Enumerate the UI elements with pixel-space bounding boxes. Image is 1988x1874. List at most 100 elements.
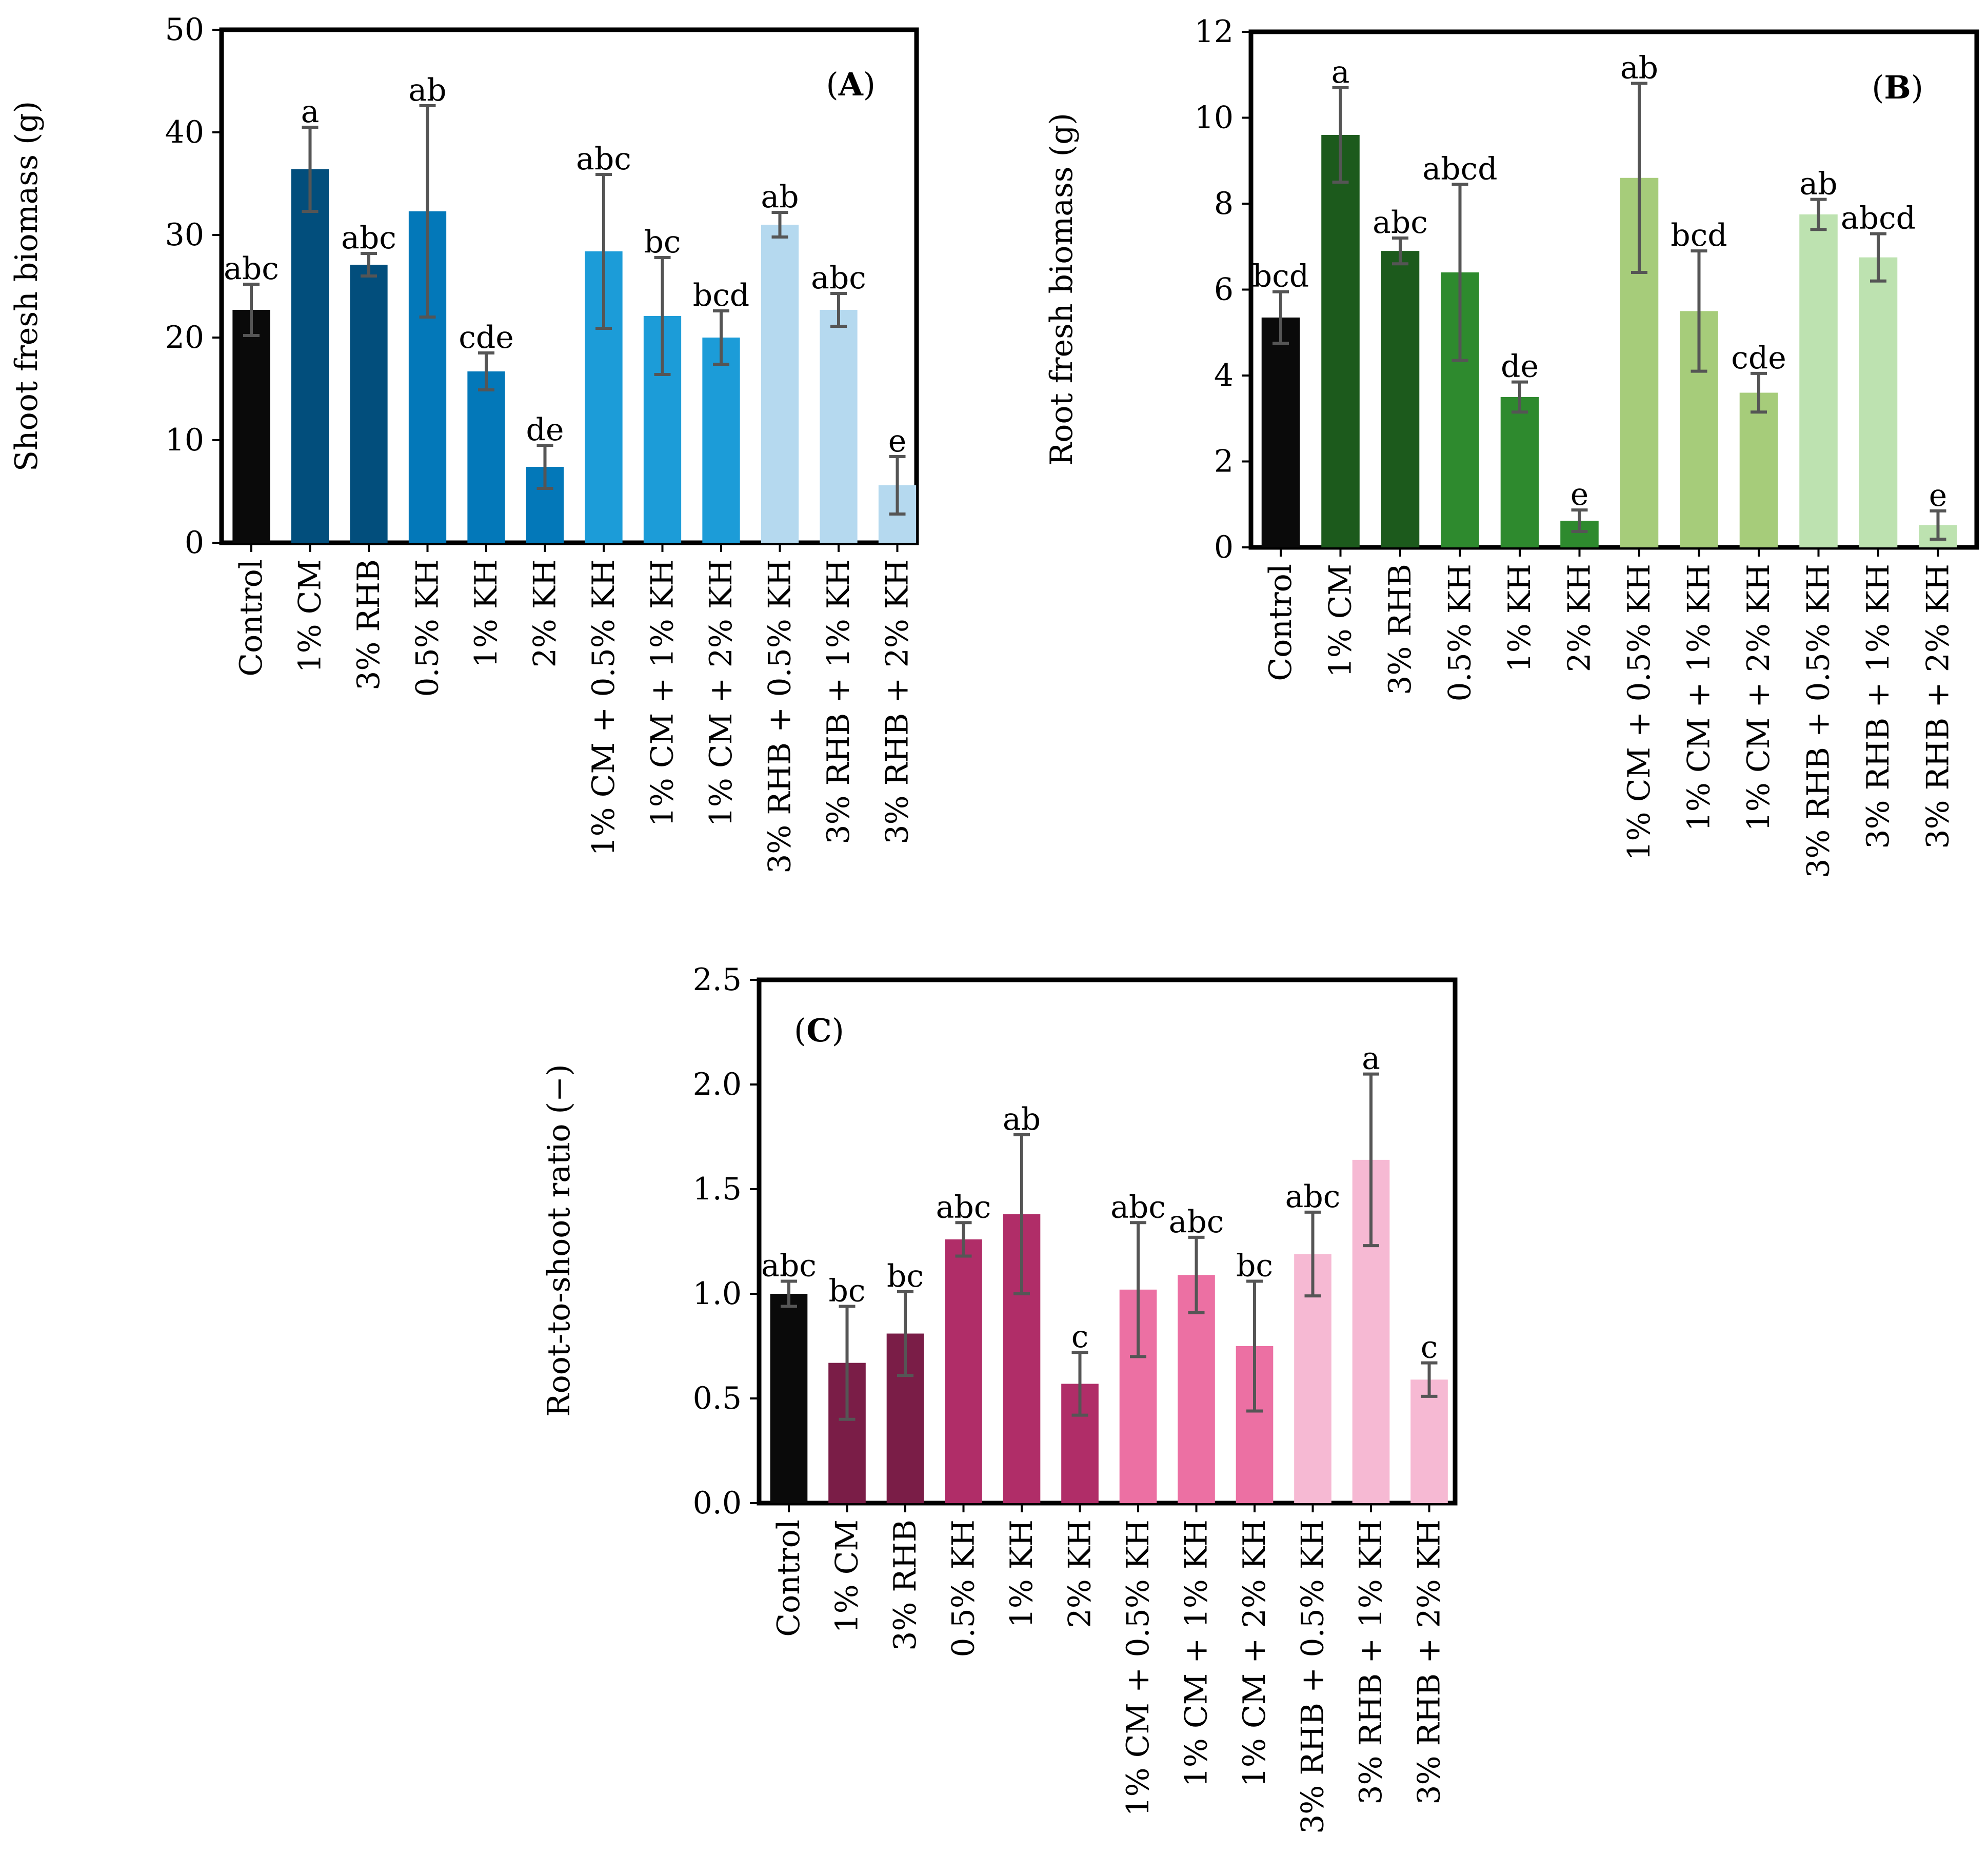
- significance-label: e: [1929, 478, 1947, 514]
- y-tick-label: 20: [165, 320, 204, 356]
- bar: [1799, 214, 1838, 547]
- panel-letter: B: [1884, 69, 1911, 106]
- significance-label: abc: [811, 260, 866, 296]
- bar: [770, 1294, 808, 1503]
- category-label: 1% CM + 2% KH: [1237, 1520, 1273, 1787]
- y-tick-label: 50: [165, 12, 204, 48]
- significance-label: abcd: [1422, 151, 1497, 187]
- category-label: 1% CM + 1% KH: [645, 559, 681, 826]
- category-label: 1% KH: [468, 559, 504, 667]
- significance-label: e: [1570, 477, 1589, 512]
- category-label: 2% KH: [527, 559, 563, 667]
- y-tick-label: 6: [1214, 272, 1234, 308]
- panel-label: (A): [826, 66, 876, 103]
- significance-label: bc: [887, 1258, 924, 1294]
- category-label: 3% RHB + 1% KH: [1353, 1520, 1389, 1805]
- significance-label: ab: [1799, 166, 1837, 202]
- category-label: 2% KH: [1062, 1520, 1098, 1628]
- significance-label: cde: [459, 320, 514, 356]
- category-label: 3% RHB: [887, 1520, 923, 1651]
- bar: [1500, 397, 1539, 547]
- significance-label: abcd: [1841, 201, 1916, 236]
- category-label: 1% CM + 2% KH: [1741, 564, 1777, 831]
- y-tick-label: 40: [165, 114, 204, 150]
- y-tick-label: 2.5: [693, 962, 742, 998]
- category-label: 1% KH: [1502, 564, 1538, 672]
- plot-frame: [219, 27, 919, 545]
- bar: [467, 371, 505, 543]
- y-tick-label: 0.0: [693, 1485, 742, 1521]
- significance-label: bc: [828, 1273, 865, 1309]
- significance-label: bcd: [1253, 259, 1309, 294]
- panel-letter: A: [838, 66, 864, 103]
- significance-label: ab: [1003, 1101, 1041, 1137]
- y-tick-label: 10: [1195, 100, 1234, 136]
- significance-label: abc: [761, 1248, 817, 1284]
- bar: [1321, 135, 1360, 547]
- category-label: Control: [233, 559, 269, 677]
- significance-label: abc: [1169, 1204, 1224, 1240]
- panel-b-root-fresh-biomass: 0 2 4 6 8 10 12 bcd Control a 1% CM abc 3% RHB abcd 0.…: [1044, 14, 1979, 878]
- bar: [1739, 392, 1778, 547]
- category-label: 3% RHB + 0.5% KH: [762, 559, 798, 874]
- bar: [761, 225, 799, 543]
- y-tick-label: 4: [1214, 358, 1234, 393]
- y-tick-label: 0.5: [693, 1380, 742, 1416]
- significance-label: a: [301, 94, 320, 130]
- bar: [1410, 1379, 1448, 1503]
- category-label: 1% KH: [1004, 1520, 1040, 1628]
- significance-label: bcd: [693, 278, 749, 313]
- bar: [1859, 257, 1898, 547]
- significance-label: ab: [761, 179, 799, 215]
- category-label: 3% RHB + 2% KH: [1920, 564, 1956, 849]
- significance-label: abc: [1285, 1179, 1341, 1215]
- category-label: Control: [771, 1520, 807, 1637]
- category-label: 1% CM: [829, 1520, 865, 1633]
- category-label: 3% RHB + 2% KH: [1412, 1520, 1447, 1805]
- significance-label: abc: [341, 220, 396, 256]
- y-tick-label: 0: [185, 525, 204, 561]
- significance-label: ab: [408, 72, 446, 108]
- significance-label: abc: [936, 1189, 991, 1225]
- significance-label: cde: [1731, 340, 1786, 376]
- category-label: 1% CM + 0.5% KH: [586, 559, 622, 856]
- y-tick-label: 12: [1195, 14, 1234, 50]
- bar: [291, 169, 329, 543]
- significance-label: bc: [644, 224, 681, 260]
- bar: [702, 338, 740, 543]
- panel-label: (C): [794, 1012, 844, 1049]
- significance-label: a: [1331, 54, 1350, 90]
- significance-label: c: [1071, 1319, 1089, 1355]
- category-label: 0.5% KH: [410, 559, 446, 697]
- bar: [945, 1239, 982, 1503]
- bar: [820, 310, 858, 543]
- significance-label: bcd: [1671, 218, 1727, 253]
- y-tick-label: 1.5: [693, 1171, 742, 1207]
- significance-label: de: [526, 412, 564, 448]
- category-label: 1% CM: [292, 559, 328, 673]
- category-label: Control: [1263, 564, 1299, 681]
- significance-label: de: [1501, 349, 1539, 385]
- y-tick-label: 30: [165, 217, 204, 253]
- y-axis-title: Root fresh biomass (g): [1044, 113, 1080, 466]
- bar: [1261, 317, 1300, 547]
- significance-label: a: [1362, 1041, 1380, 1077]
- significance-label: abc: [1373, 205, 1428, 241]
- category-label: 3% RHB: [351, 559, 387, 691]
- y-axis-title: Shoot fresh biomass (g): [9, 101, 45, 471]
- category-label: 3% RHB: [1382, 564, 1418, 695]
- category-label: 1% CM + 0.5% KH: [1621, 564, 1657, 861]
- significance-label: bc: [1236, 1248, 1273, 1284]
- category-label: 3% RHB + 0.5% KH: [1295, 1520, 1331, 1834]
- panel-a-shoot-fresh-biomass: 0 10 20 30 40 50 abc Control a 1% CM abc 3% RHB ab 0.…: [9, 12, 919, 874]
- y-tick-label: 2.0: [693, 1067, 742, 1102]
- panel-label: (B): [1872, 69, 1923, 106]
- y-tick-label: 8: [1214, 186, 1234, 222]
- plot-frame: [757, 977, 1458, 1506]
- category-label: 1% CM + 0.5% KH: [1120, 1520, 1156, 1817]
- significance-label: abc: [1110, 1189, 1166, 1225]
- category-label: 1% CM + 1% KH: [1179, 1520, 1215, 1787]
- significance-label: e: [888, 423, 907, 459]
- category-label: 0.5% KH: [946, 1520, 982, 1658]
